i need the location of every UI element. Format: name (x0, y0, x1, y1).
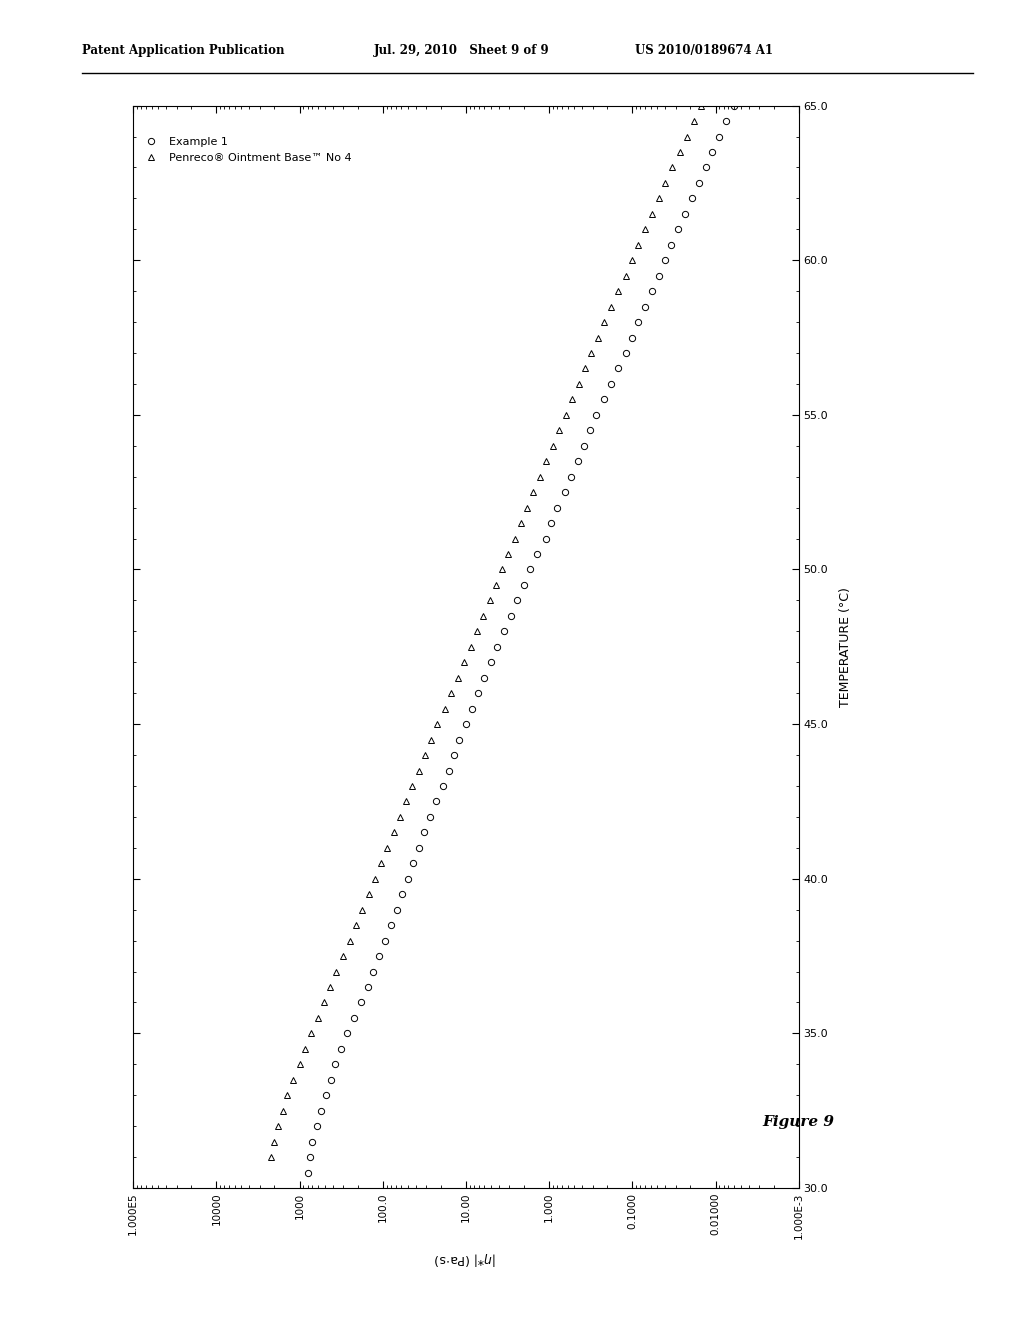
Example 1 (385, 917, 397, 933)
Penreco® Ointment Base™ No 4 (502, 546, 514, 562)
Penreco® Ointment Base™ No 4 (312, 1010, 325, 1026)
Line: Example 1: Example 1 (304, 103, 737, 1176)
Text: US 2010/0189674 A1: US 2010/0189674 A1 (635, 44, 773, 57)
Penreco® Ointment Base™ No 4 (694, 98, 707, 114)
Example 1 (652, 268, 665, 284)
Y-axis label: TEMPERATURE (°C): TEMPERATURE (°C) (840, 587, 852, 706)
Example 1 (659, 252, 672, 268)
Text: Jul. 29, 2010   Sheet 9 of 9: Jul. 29, 2010 Sheet 9 of 9 (374, 44, 550, 57)
Text: Patent Application Publication: Patent Application Publication (82, 44, 285, 57)
Text: Figure 9: Figure 9 (763, 1115, 835, 1129)
Example 1 (413, 840, 425, 855)
Example 1 (396, 886, 409, 902)
Legend: Example 1, Penreco® Ointment Base™ No 4: Example 1, Penreco® Ointment Base™ No 4 (138, 133, 355, 168)
Penreco® Ointment Base™ No 4 (265, 1150, 278, 1166)
Example 1 (518, 577, 530, 593)
Penreco® Ointment Base™ No 4 (394, 809, 407, 825)
Example 1 (301, 1164, 313, 1180)
Penreco® Ointment Base™ No 4 (400, 793, 413, 809)
Example 1 (728, 98, 740, 114)
Line: Penreco® Ointment Base™ No 4: Penreco® Ointment Base™ No 4 (268, 103, 703, 1160)
X-axis label: |$\eta$*| (Pa$\cdot$s): |$\eta$*| (Pa$\cdot$s) (434, 1250, 498, 1267)
Penreco® Ointment Base™ No 4 (287, 1072, 299, 1088)
Penreco® Ointment Base™ No 4 (337, 948, 349, 964)
